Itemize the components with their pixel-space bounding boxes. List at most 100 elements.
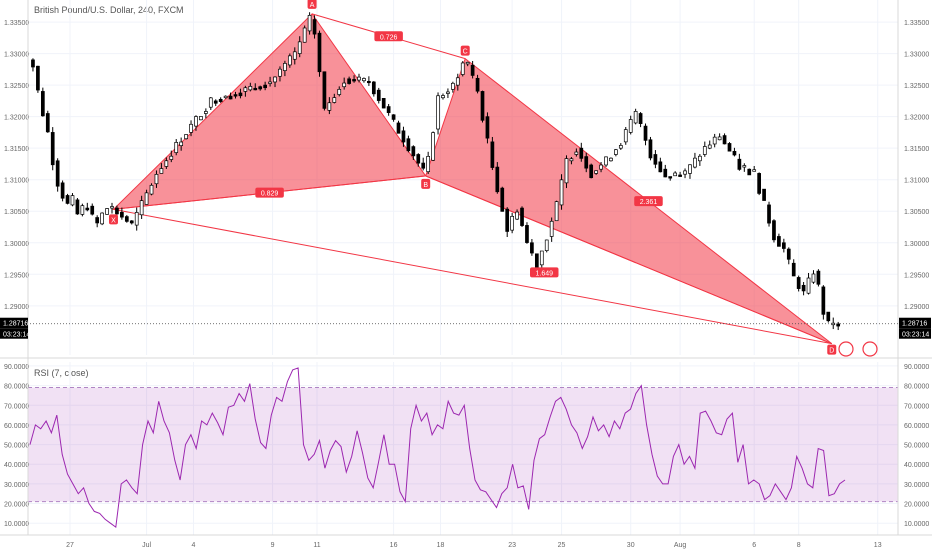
pattern-line-bd <box>425 175 832 345</box>
candle-body <box>579 147 584 159</box>
candle-body <box>154 173 159 185</box>
candle-body <box>327 102 332 111</box>
candle-body <box>460 62 465 75</box>
candle-body <box>599 164 603 170</box>
candle-body <box>623 129 628 143</box>
candle-body <box>134 212 139 226</box>
rsi-tick-label-left: 80.0000 <box>4 384 29 391</box>
candle-body <box>238 92 243 97</box>
pattern-point-label: C <box>463 49 468 56</box>
y-tick-label-right: 1.32000 <box>904 115 929 122</box>
candle-body <box>648 139 653 159</box>
candle-body <box>693 157 697 168</box>
rsi-tick-label-right: 10.0000 <box>904 521 929 528</box>
candle-body <box>737 158 742 170</box>
candle-body <box>120 211 124 218</box>
candle-body <box>465 62 470 65</box>
candle-body <box>40 91 45 117</box>
candle-body <box>618 145 623 149</box>
y-tick-label-left: 1.31000 <box>4 178 29 185</box>
y-tick-label-left: 1.31500 <box>4 146 29 153</box>
candle-body <box>811 273 816 283</box>
chart-title: British Pound/U.S. Dollar, 240, FXCM <box>34 5 184 15</box>
pattern-point-marker <box>460 45 470 56</box>
candle-body <box>322 71 327 109</box>
candle-body <box>742 165 747 168</box>
candle-body <box>688 164 692 174</box>
candle-body <box>396 122 401 134</box>
y-tick-label-right: 1.29000 <box>904 304 929 311</box>
candle-body <box>179 141 184 147</box>
candle-body <box>292 51 297 60</box>
rsi-tick-label-right: 50.0000 <box>904 443 929 450</box>
candle-body <box>228 95 233 100</box>
candle-body <box>317 32 322 73</box>
candle-body <box>70 195 75 206</box>
x-tick-label: Aug <box>674 542 687 549</box>
y-tick-label-left: 1.29500 <box>4 272 29 279</box>
candle-body <box>500 187 505 212</box>
candle-body <box>678 174 682 177</box>
pattern-ratio-box <box>634 196 663 207</box>
pattern-point-label: D <box>829 348 834 355</box>
candle-body <box>534 253 539 269</box>
rsi-tick-label-left: 50.0000 <box>4 443 29 450</box>
candle-body <box>747 168 752 176</box>
candle-body <box>722 135 727 145</box>
candle-body <box>100 212 104 225</box>
x-tick-label: 11 <box>313 542 320 549</box>
pattern-ratio-box <box>374 31 403 42</box>
candle-body <box>495 166 500 193</box>
candle-body <box>653 154 658 165</box>
candle-body <box>821 286 826 315</box>
candle-body <box>816 270 821 285</box>
rsi-tick-label-right: 80.0000 <box>904 384 929 391</box>
event-marker-icon <box>838 341 854 357</box>
candle-body <box>342 82 347 88</box>
candle-body <box>105 208 109 215</box>
y-tick-label-left: 1.32000 <box>4 115 29 122</box>
candle-body <box>367 80 371 84</box>
candle-body <box>401 130 406 143</box>
countdown-tag-left <box>0 328 28 339</box>
rsi-tick-label-right: 40.0000 <box>904 462 929 469</box>
candle-body <box>307 15 312 32</box>
y-tick-label-right: 1.31500 <box>904 146 929 153</box>
y-tick-label-left: 1.33500 <box>4 20 29 27</box>
candle-body <box>362 78 366 82</box>
rsi-tick-label-left: 70.0000 <box>4 403 29 410</box>
last-price-label-right: 1.28716 <box>902 321 927 328</box>
y-tick-label-left: 1.30000 <box>4 241 29 248</box>
pattern-point-marker <box>827 344 837 355</box>
candle-body <box>836 323 841 327</box>
candle-body <box>416 154 421 164</box>
candle-body <box>584 156 589 169</box>
candle-body <box>263 84 267 89</box>
candle-body <box>302 27 307 43</box>
candle-body <box>589 164 594 179</box>
y-tick-label-left: 1.32500 <box>4 83 29 90</box>
candle-body <box>777 236 781 247</box>
candle-body <box>520 207 524 226</box>
candle-body <box>757 173 761 194</box>
rsi-tick-label-left: 20.0000 <box>4 502 29 509</box>
candle-body <box>391 114 396 120</box>
candles <box>31 12 841 331</box>
x-tick-label: Jul <box>142 542 151 549</box>
candle-body <box>604 156 608 166</box>
rsi-title: RSI (7, close) <box>34 368 89 378</box>
candle-body <box>431 132 435 161</box>
y-tick-label-right: 1.32500 <box>904 83 929 90</box>
candle-body <box>712 136 717 145</box>
rsi-tick-label-left: 10.0000 <box>4 521 29 528</box>
candle-body <box>139 200 144 216</box>
candle-body <box>85 207 90 211</box>
rsi-tick-label-left: 30.0000 <box>4 482 29 489</box>
candle-body <box>628 119 633 133</box>
candle-body <box>194 116 198 127</box>
rsi-tick-label-right: 60.0000 <box>904 423 929 430</box>
candle-body <box>124 216 129 222</box>
candle-body <box>826 311 831 322</box>
x-tick-label: 8 <box>797 542 801 549</box>
